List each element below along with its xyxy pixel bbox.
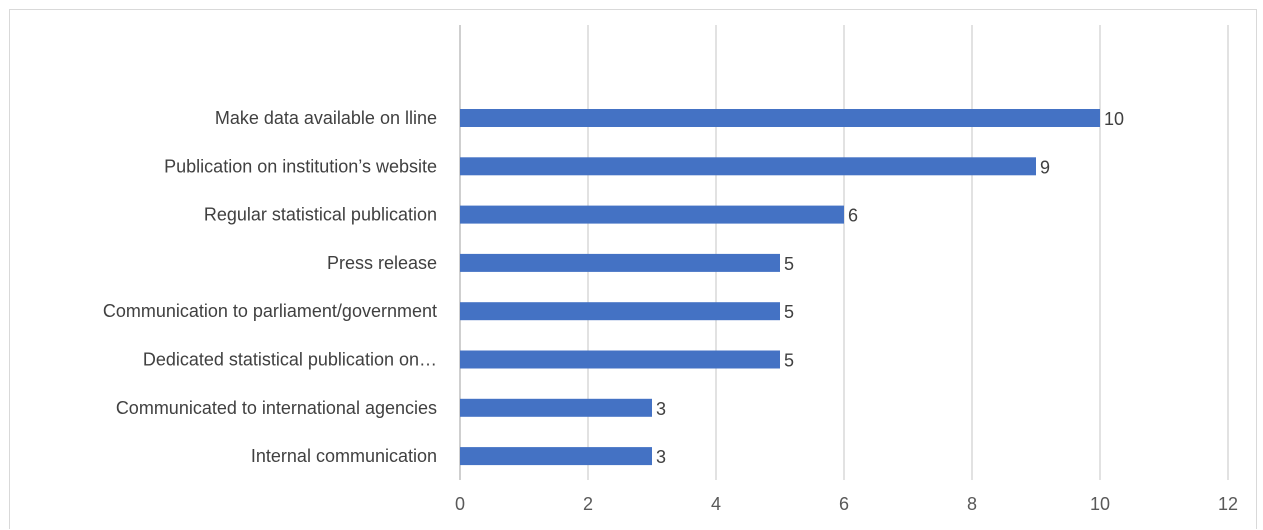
category-label: Communication to parliament/government (103, 301, 437, 321)
x-tick-label: 12 (1218, 494, 1238, 514)
x-tick-label: 4 (711, 494, 721, 514)
data-label: 10 (1104, 109, 1124, 129)
category-label: Dedicated statistical publication on… (143, 350, 437, 370)
category-label: Regular statistical publication (204, 205, 437, 225)
x-axis-tick-labels: 0 2 4 6 8 10 12 (455, 494, 1238, 514)
x-tick-label: 6 (839, 494, 849, 514)
bars (460, 109, 1100, 466)
bar (460, 350, 780, 369)
category-label: Communicated to international agencies (116, 398, 437, 418)
x-tick-label: 2 (583, 494, 593, 514)
bar (460, 253, 780, 272)
category-label: Make data available on lline (215, 108, 437, 128)
bar (460, 205, 844, 224)
bar (460, 447, 652, 466)
x-tick-label: 0 (455, 494, 465, 514)
data-label: 5 (784, 254, 794, 274)
bar (460, 109, 1100, 127)
bar (460, 302, 780, 321)
category-label: Internal communication (251, 446, 437, 466)
category-label: Publication on institution’s website (164, 156, 437, 176)
data-label: 3 (656, 447, 666, 467)
data-label: 6 (848, 206, 858, 226)
data-label: 5 (784, 302, 794, 322)
data-label: 9 (1040, 157, 1050, 177)
x-tick-label: 10 (1090, 494, 1110, 514)
data-label: 3 (656, 399, 666, 419)
category-labels: Make data available on lline Publication … (103, 108, 437, 466)
category-label: Press release (327, 253, 437, 273)
bar-chart: Make data available on lline Publication … (103, 25, 1238, 514)
data-labels: 10 9 6 5 5 5 3 3 (656, 109, 1124, 467)
gridlines (459, 25, 1229, 480)
x-tick-label: 8 (967, 494, 977, 514)
data-label: 5 (784, 351, 794, 371)
bar (460, 398, 652, 417)
bar (460, 157, 1036, 176)
chart-frame: Make data available on lline Publication … (9, 9, 1257, 529)
